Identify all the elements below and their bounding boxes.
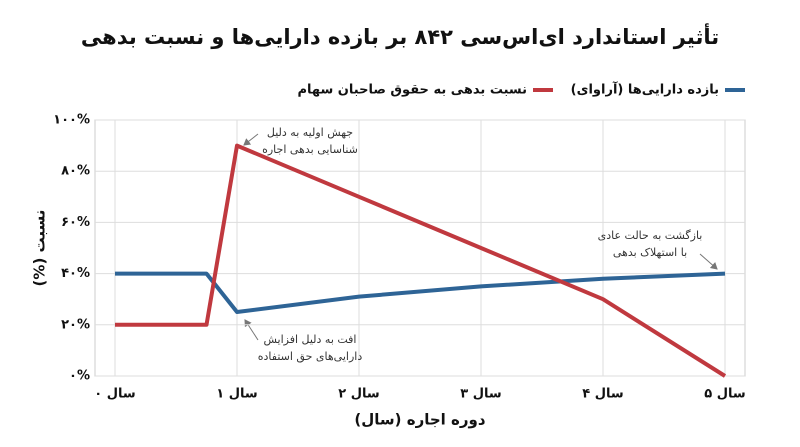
y-tick-label: ۰% xyxy=(69,369,90,384)
x-tick-label: سال ۳ xyxy=(460,387,501,402)
annotation: دارایی‌های حق استفاده xyxy=(258,350,363,364)
annotation: با استهلاک بدهی xyxy=(613,246,687,259)
legend-label: نسبت بدهی به حقوق صاحبان سهام xyxy=(298,83,528,98)
y-tick-label: ۱۰۰% xyxy=(53,113,90,128)
line-series xyxy=(115,271,726,314)
line-series xyxy=(115,143,727,378)
x-axis-label: دوره اجاره (سال) xyxy=(354,411,485,429)
x-tick-label: سال ۲ xyxy=(338,387,379,402)
y-axis-label: نسبت (%) xyxy=(31,210,49,287)
y-tick-label: ۶۰% xyxy=(61,215,90,230)
x-tick-label: سال ۴ xyxy=(582,387,623,402)
legend-label: بازده دارایی‌ها (آراوای) xyxy=(571,81,719,98)
annotation-arrow xyxy=(244,319,259,341)
x-tick-label: سال ۱ xyxy=(216,387,257,402)
annotation: افت به دلیل افزایش xyxy=(264,333,357,346)
annotation-arrow xyxy=(243,133,259,146)
x-tick-label: سال ۵ xyxy=(704,387,745,402)
annotation: بازگشت به حالت عادی xyxy=(598,229,703,242)
x-tick-label: سال ۰ xyxy=(94,387,135,402)
annotation-arrow xyxy=(699,253,718,270)
chart-title: تأثیر استاندارد ای‌اس‌سی ۸۴۲ بر بازده دا… xyxy=(81,22,719,49)
y-tick-label: ۸۰% xyxy=(61,164,90,179)
annotation: شناسایی بدهی اجاره xyxy=(262,143,358,156)
y-tick-label: ۴۰% xyxy=(61,266,90,281)
y-tick-label: ۲۰% xyxy=(61,317,90,332)
annotation: جهش اولیه به دلیل xyxy=(267,126,353,139)
